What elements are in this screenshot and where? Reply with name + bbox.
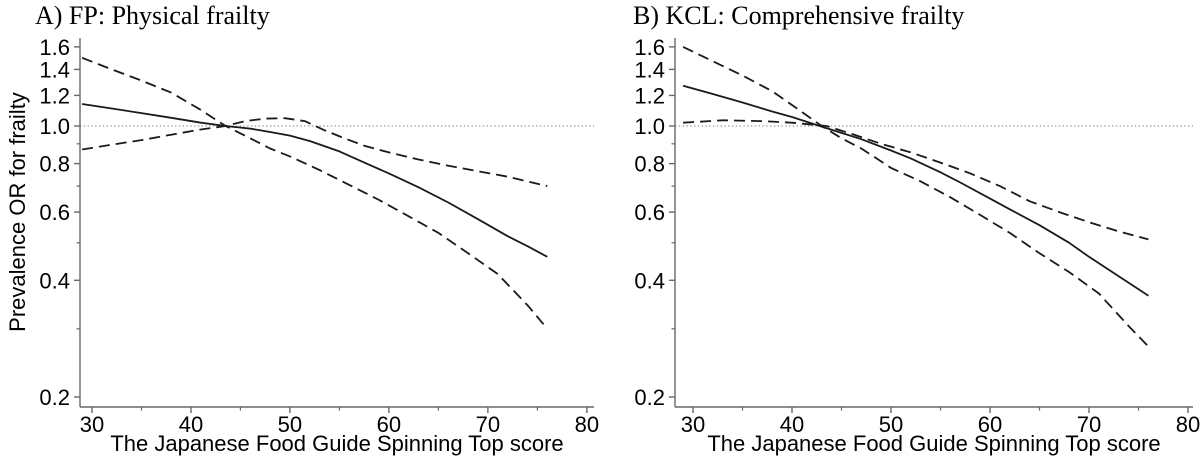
x-tick-label: 50: [879, 412, 903, 437]
y-tick-label: 0.4: [39, 268, 70, 293]
panel-a-xlabel: The Japanese Food Guide Spinning Top sco…: [110, 431, 564, 456]
ci-bound-flat-line: [81, 117, 548, 187]
x-tick-label: 70: [1077, 412, 1101, 437]
x-tick-label: 30: [681, 412, 705, 437]
y-tick-label: 0.6: [634, 200, 665, 225]
panel-a-plot: 30 40 50 60 70 80 1.61.41.2 1.0 0.8 0.6 0.4 0.2: [39, 35, 599, 437]
ci-bound-flat-line: [683, 119, 1149, 241]
x-tick-label: 50: [278, 412, 302, 437]
y-tick-label: 0.8: [634, 152, 665, 177]
y-tick-label: 1.0: [634, 114, 665, 139]
or-estimate-line: [81, 103, 548, 258]
x-tick-label: 80: [1176, 412, 1200, 437]
y-tick-label: 0.2: [39, 385, 70, 410]
panel-a-ylabel: Prevalence OR for frailty: [5, 92, 30, 332]
panel-a-title: A) FP: Physical frailty: [35, 1, 270, 30]
y-tick-label: 1.6: [634, 35, 665, 60]
y-tick-label: 1.0: [39, 114, 70, 139]
ci-bound-steep-line: [81, 56, 548, 330]
panel-b-xlabel: The Japanese Food Guide Spinning Top sco…: [707, 431, 1161, 456]
y-tick-label: 1.4: [39, 57, 70, 82]
y-tick-label: 0.6: [39, 200, 70, 225]
x-tick-label: 60: [978, 412, 1002, 437]
y-tick-label: 0.2: [634, 385, 665, 410]
y-tick-label: 0.4: [634, 268, 665, 293]
y-tick-label: 0.8: [39, 152, 70, 177]
or-estimate-line: [682, 84, 1149, 297]
x-tick-label: 40: [179, 412, 203, 437]
x-tick-label: 80: [575, 412, 599, 437]
x-tick-label: 70: [476, 412, 500, 437]
y-tick-label: 1.2: [634, 83, 665, 108]
x-tick-label: 60: [377, 412, 401, 437]
panel-b-plot: 30 40 50 60 70 80 1.61.41.2 1.0 0.8 0.6 0.4 0.2: [634, 35, 1200, 437]
panel-b-title: B) KCL: Comprehensive frailty: [633, 1, 965, 30]
x-tick-label: 40: [780, 412, 804, 437]
y-tick-label: 1.4: [634, 57, 665, 82]
y-tick-label: 1.6: [39, 35, 70, 60]
x-tick-label: 30: [80, 412, 104, 437]
y-tick-label: 1.2: [39, 83, 70, 108]
ci-bound-steep-line: [682, 46, 1150, 348]
